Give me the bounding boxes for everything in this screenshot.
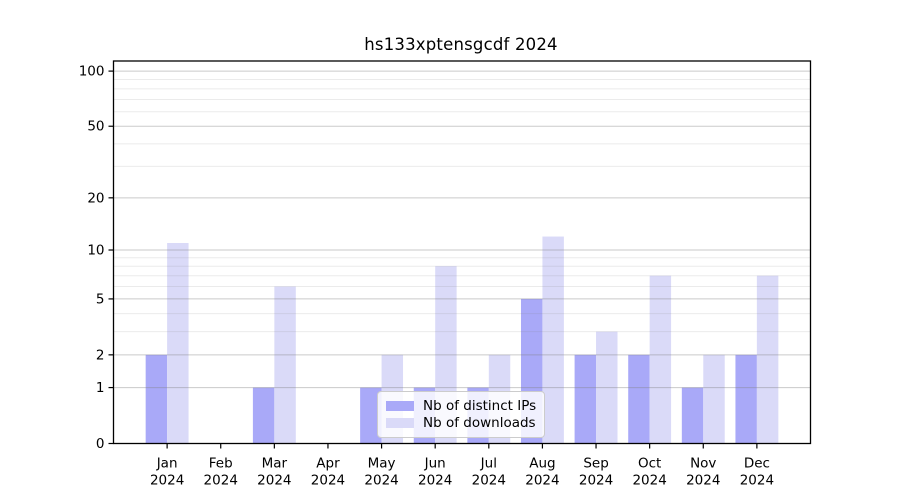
bar-downloads-sep bbox=[596, 331, 618, 444]
x-tick-label-year: 2024 bbox=[525, 473, 559, 489]
bar-downloads-mar bbox=[274, 286, 296, 444]
bar-downloads-dec bbox=[756, 275, 779, 444]
x-tick-label-year: 2024 bbox=[740, 473, 774, 489]
x-tick-label-year: 2024 bbox=[311, 473, 345, 489]
bar-distinct-ips-oct bbox=[628, 354, 650, 444]
bar-distinct-ips-mar bbox=[252, 387, 275, 444]
x-tick-label-month: Apr bbox=[316, 456, 340, 472]
x-tick-label-month: May bbox=[368, 456, 396, 472]
legend-label-downloads: Nb of downloads bbox=[423, 415, 536, 432]
bar-distinct-ips-sep bbox=[574, 354, 597, 444]
bar-distinct-ips-nov bbox=[681, 387, 704, 444]
y-tick-label: 10 bbox=[87, 243, 104, 259]
x-tick-label-month: Mar bbox=[262, 456, 288, 472]
x-tick-label-year: 2024 bbox=[686, 473, 720, 489]
bar-distinct-ips-dec bbox=[735, 354, 757, 444]
bar-downloads-oct bbox=[649, 275, 672, 444]
x-tick-label-year: 2024 bbox=[472, 473, 506, 489]
chart-title: hs133xptensgcdf 2024 bbox=[364, 35, 558, 54]
y-tick-label: 100 bbox=[79, 64, 105, 80]
x-tick-label-year: 2024 bbox=[579, 473, 613, 489]
y-tick-label: 50 bbox=[87, 119, 104, 135]
bar-downloads-jan bbox=[167, 242, 189, 444]
legend-swatch-distinct-ips-icon bbox=[386, 400, 414, 411]
x-tick-label-month: Feb bbox=[209, 456, 233, 472]
y-tick-label: 5 bbox=[96, 291, 105, 307]
legend-row-distinct-ips: Nb of distinct IPs bbox=[386, 397, 536, 415]
x-tick-label-year: 2024 bbox=[150, 473, 184, 489]
y-tick-label: 0 bbox=[96, 436, 105, 452]
legend: Nb of distinct IPs Nb of downloads bbox=[377, 391, 545, 438]
x-tick-label-month: Nov bbox=[690, 456, 716, 472]
y-tick-label: 2 bbox=[96, 347, 105, 363]
x-tick-label-year: 2024 bbox=[632, 473, 666, 489]
y-tick-label: 20 bbox=[87, 190, 104, 206]
x-tick-label-year: 2024 bbox=[257, 473, 291, 489]
bar-distinct-ips-jan bbox=[145, 354, 168, 444]
x-tick-label-month: Dec bbox=[744, 456, 770, 472]
x-tick-label-month: Aug bbox=[529, 456, 555, 472]
x-tick-label-month: Jul bbox=[480, 456, 497, 472]
x-tick-label-month: Jun bbox=[424, 456, 446, 472]
x-tick-label-year: 2024 bbox=[204, 473, 238, 489]
bar-downloads-aug bbox=[542, 236, 564, 444]
legend-label-distinct-ips: Nb of distinct IPs bbox=[423, 397, 537, 414]
axes-frame bbox=[112, 60, 812, 445]
x-tick-label-month: Oct bbox=[638, 456, 661, 472]
bar-distinct-ips-may bbox=[360, 387, 382, 444]
legend-swatch-downloads-icon bbox=[386, 418, 414, 429]
x-tick-label-year: 2024 bbox=[364, 473, 398, 489]
legend-row-downloads: Nb of downloads bbox=[386, 415, 536, 433]
x-tick-label-year: 2024 bbox=[418, 473, 452, 489]
bar-downloads-nov bbox=[703, 354, 725, 444]
x-tick-label-month: Jan bbox=[156, 456, 178, 472]
y-tick-label: 1 bbox=[96, 380, 105, 396]
x-tick-label-month: Sep bbox=[583, 456, 608, 472]
